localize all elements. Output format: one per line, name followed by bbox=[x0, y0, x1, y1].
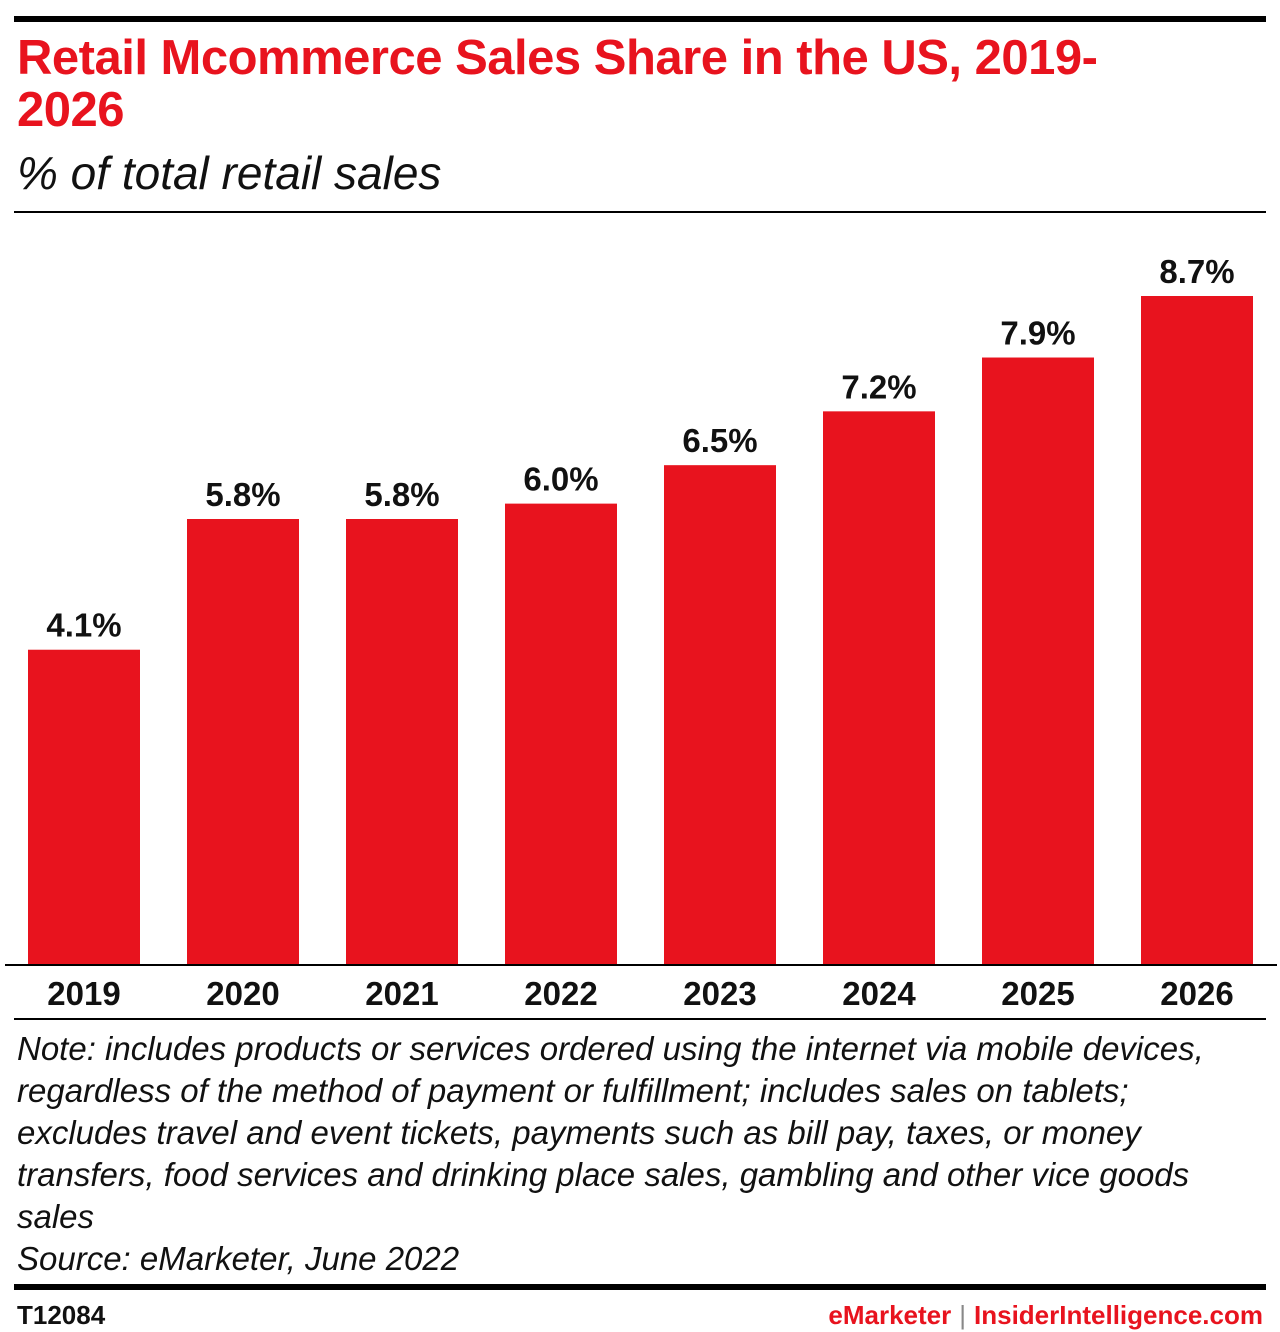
data-label: 7.9% bbox=[1000, 315, 1075, 352]
x-tick-label: 2019 bbox=[47, 975, 120, 1012]
data-label: 6.0% bbox=[523, 461, 598, 498]
footer-rule bbox=[14, 1284, 1266, 1290]
note-rule bbox=[14, 1018, 1266, 1020]
x-tick-label: 2020 bbox=[206, 975, 279, 1012]
bar-2025 bbox=[982, 357, 1094, 966]
data-label: 8.7% bbox=[1159, 253, 1234, 290]
emarketer-logo: eMarketer bbox=[828, 1300, 952, 1330]
x-tick-label: 2023 bbox=[683, 975, 756, 1012]
bar-2022 bbox=[505, 503, 617, 965]
brand: eMarketer | InsiderIntelligence.com bbox=[828, 1300, 1263, 1331]
bar-2019 bbox=[28, 649, 140, 965]
top-rule bbox=[14, 16, 1266, 22]
bars: 4.1% 5.8% 5.8% 6.0% 6.5% 7.2% 7.9% 8.7% bbox=[28, 253, 1253, 966]
x-tick-label: 2021 bbox=[365, 975, 438, 1012]
chart-note: Note: includes products or services orde… bbox=[17, 1030, 1204, 1235]
chart-id: T12084 bbox=[17, 1300, 106, 1330]
data-label: 5.8% bbox=[205, 476, 280, 513]
bar-2020 bbox=[187, 519, 299, 965]
header-rule bbox=[14, 211, 1266, 213]
chart-title: Retail Mcommerce Sales Share in the US, … bbox=[17, 31, 1098, 137]
bar-chart: 4.1% 5.8% 5.8% 6.0% 6.5% 7.2% 7.9% 8.7% 2019 202… bbox=[5, 253, 1277, 1012]
data-label: 7.2% bbox=[841, 368, 916, 405]
bar-2026 bbox=[1141, 296, 1253, 965]
brand-separator: | bbox=[959, 1300, 967, 1330]
x-tick-label: 2025 bbox=[1001, 975, 1074, 1012]
x-tick-label: 2026 bbox=[1160, 975, 1233, 1012]
data-label: 6.5% bbox=[682, 422, 757, 459]
bar-2024 bbox=[823, 411, 935, 965]
data-label: 5.8% bbox=[364, 476, 439, 513]
bar-2021 bbox=[346, 519, 458, 965]
x-tick-label: 2022 bbox=[524, 975, 597, 1012]
bar-2023 bbox=[664, 465, 776, 965]
data-label: 4.1% bbox=[46, 607, 121, 644]
chart-subtitle: % of total retail sales bbox=[17, 147, 442, 199]
chart-source: Source: eMarketer, June 2022 bbox=[17, 1240, 460, 1277]
x-tick-label: 2024 bbox=[842, 975, 916, 1012]
insider-intelligence-link[interactable]: InsiderIntelligence.com bbox=[974, 1300, 1263, 1330]
x-axis-labels: 2019 2020 2021 2022 2023 2024 2025 2026 bbox=[47, 975, 1233, 1012]
